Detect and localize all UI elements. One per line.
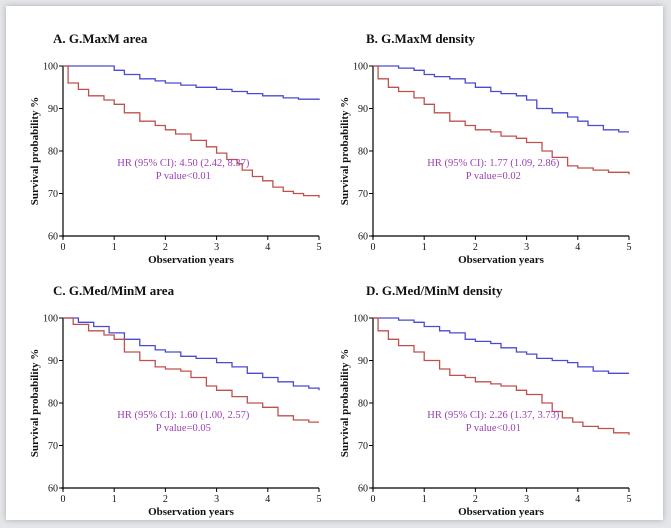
x-tick-label: 3 — [214, 242, 219, 253]
x-tick-label: 2 — [163, 494, 168, 505]
y-tick-label: 80 — [48, 399, 58, 410]
x-tick-label: 3 — [524, 242, 529, 253]
y-tick-label: 100 — [43, 62, 58, 73]
y-tick-label: 90 — [358, 356, 368, 367]
x-tick-label: 2 — [473, 242, 478, 253]
chart-title: B. G.MaxM density — [366, 31, 476, 46]
figure-panel: A. G.MaxM area 60 70 80 90 100 0 1 2 3 4 5 Observati… — [6, 6, 663, 520]
y-tick-label: 60 — [358, 232, 368, 243]
x-axis-label: Observation years — [458, 506, 545, 518]
series-line-low-group — [373, 317, 629, 374]
y-tick-label: 70 — [358, 441, 368, 452]
x-tick-label: 5 — [627, 242, 632, 253]
chart-panel-2: B. G.MaxM density 60 70 80 90 100 0 1 2 3 4 5 Observ… — [339, 31, 632, 266]
series-line-high-group — [63, 65, 320, 198]
x-tick-label: 1 — [422, 242, 427, 253]
x-tick-label: 1 — [112, 494, 117, 505]
series-line-high-group — [63, 317, 319, 423]
x-tick-label: 3 — [214, 494, 219, 505]
x-axis-label: Observation years — [148, 506, 235, 518]
p-value-text: P value<0.01 — [466, 423, 521, 434]
x-tick-label: 4 — [265, 242, 270, 253]
y-tick-label: 60 — [358, 484, 368, 495]
y-tick-label: 80 — [358, 399, 368, 410]
y-tick-label: 60 — [48, 232, 58, 243]
series-line-low-group — [63, 65, 320, 100]
y-tick-label: 80 — [358, 147, 368, 158]
x-tick-label: 1 — [112, 242, 117, 253]
hazard-ratio-text: HR (95% CI): 1.77 (1.09, 2.86) — [427, 158, 560, 169]
x-tick-label: 4 — [575, 242, 580, 253]
y-tick-label: 60 — [48, 484, 58, 495]
y-axis-label: Survival probability % — [29, 97, 41, 206]
x-tick-label: 0 — [371, 494, 376, 505]
x-tick-label: 3 — [524, 494, 529, 505]
chart-title: A. G.MaxM area — [53, 31, 148, 46]
chart-title: D. G.Med/MinM density — [366, 283, 503, 298]
series-line-high-group — [373, 65, 630, 175]
x-tick-label: 2 — [163, 242, 168, 253]
x-axis-label: Observation years — [148, 254, 235, 266]
p-value-text: P value=0.02 — [466, 171, 521, 182]
y-tick-label: 80 — [48, 147, 58, 158]
chart-panel-1: A. G.MaxM area 60 70 80 90 100 0 1 2 3 4 5 Observati… — [29, 31, 322, 266]
hazard-ratio-text: HR (95% CI): 1.60 (1.00, 2.57) — [117, 410, 250, 421]
chart-panel-4: D. G.Med/MinM density 60 70 80 90 100 0 1 2 3 4 5 Ob… — [339, 283, 632, 518]
y-tick-label: 90 — [48, 356, 58, 367]
y-tick-label: 70 — [48, 441, 58, 452]
series-line-low-group — [373, 65, 629, 133]
y-tick-label: 70 — [358, 189, 368, 200]
x-tick-label: 0 — [371, 242, 376, 253]
y-tick-label: 100 — [353, 314, 368, 325]
y-tick-label: 100 — [353, 62, 368, 73]
x-tick-label: 0 — [61, 242, 66, 253]
chart-panel-3: C. G.Med/MinM area 60 70 80 90 100 0 1 2 3 4 5 Obser… — [29, 283, 322, 518]
y-tick-label: 90 — [48, 104, 58, 115]
x-tick-label: 4 — [575, 494, 580, 505]
p-value-text: P value<0.01 — [156, 171, 211, 182]
y-tick-label: 90 — [358, 104, 368, 115]
y-axis-label: Survival probability % — [339, 97, 351, 206]
y-axis-label: Survival probability % — [339, 349, 351, 458]
x-tick-label: 0 — [61, 494, 66, 505]
x-tick-label: 1 — [422, 494, 427, 505]
y-tick-label: 100 — [43, 314, 58, 325]
y-tick-label: 70 — [48, 189, 58, 200]
y-axis-label: Survival probability % — [29, 349, 41, 458]
hazard-ratio-text: HR (95% CI): 2.26 (1.37, 3.73) — [427, 410, 560, 421]
x-tick-label: 5 — [317, 494, 322, 505]
x-axis-label: Observation years — [458, 254, 545, 266]
chart-title: C. G.Med/MinM area — [53, 283, 175, 298]
x-tick-label: 2 — [473, 494, 478, 505]
x-tick-label: 5 — [317, 242, 322, 253]
x-tick-label: 4 — [265, 494, 270, 505]
series-line-low-group — [63, 317, 320, 391]
series-line-high-group — [373, 317, 630, 435]
x-tick-label: 5 — [627, 494, 632, 505]
p-value-text: P value=0.05 — [156, 423, 211, 434]
hazard-ratio-text: HR (95% CI): 4.50 (2.42, 8.37) — [117, 158, 250, 169]
